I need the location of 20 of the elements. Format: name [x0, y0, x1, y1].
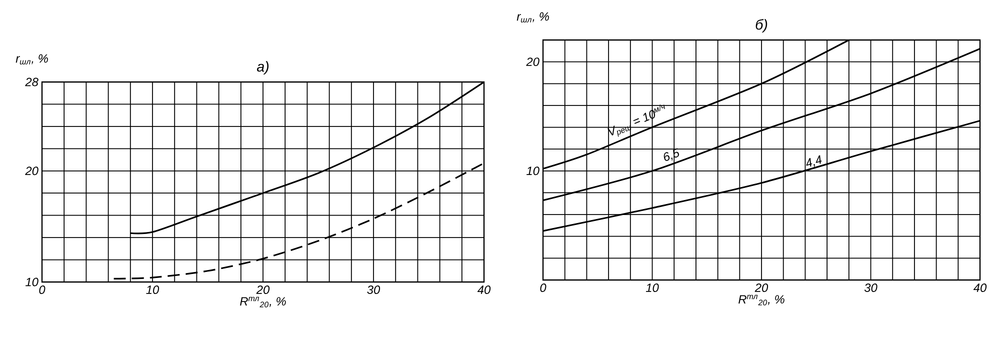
x-axis-title: R$^{тл}$$_{20}$, % [738, 294, 784, 306]
y-axis-title: r$_{шл}$, % [516, 12, 549, 22]
x-tick-label: 20 [754, 284, 768, 292]
x-tick-label: 10 [646, 284, 659, 292]
x-tick-label: 10 [146, 286, 160, 294]
y-tick-label: 10 [26, 278, 38, 286]
x-tick-label: 0 [39, 286, 46, 294]
chart-title: б) [756, 19, 768, 32]
x-tick-label: 30 [367, 286, 380, 294]
x-tick-label: 20 [256, 286, 270, 294]
chart-title: а) [256, 61, 269, 74]
y-tick-label: 20 [25, 166, 38, 176]
y-axis-title: r$_{шл}$, % [16, 54, 48, 64]
x-tick-label: 40 [973, 284, 987, 292]
x-axis-title: R$^{тл}$$_{20}$, % [240, 296, 286, 308]
x-tick-label: 30 [864, 284, 878, 292]
x-tick-label: 40 [477, 286, 491, 294]
x-tick-label: 0 [540, 284, 546, 292]
y-tick-label: 28 [25, 78, 38, 86]
annotation: 4,4 [806, 155, 822, 168]
